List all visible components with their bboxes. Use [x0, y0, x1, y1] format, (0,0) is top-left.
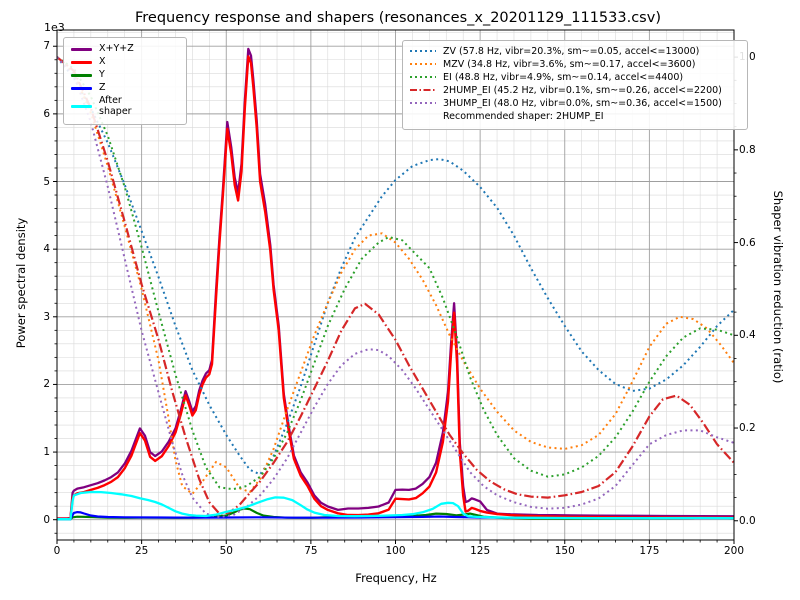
legend-item-ei: EI (48.8 Hz, vibr=4.9%, sm~=0.14, accel<…: [410, 71, 740, 84]
x-tick-label: 175: [639, 545, 660, 557]
legend-line-sample: [410, 88, 436, 91]
legend-item-label: X: [99, 55, 106, 67]
series-after-shaper: [57, 490, 734, 521]
x-tick-label: 200: [723, 545, 745, 557]
legend-item-x: X: [71, 55, 179, 68]
legend-item-label: MZV (34.8 Hz, vibr=3.6%, sm~=0.17, accel…: [443, 58, 696, 70]
x-axis-label: Frequency, Hz: [355, 571, 437, 585]
legend-item-3hump_ei: 3HUMP_EI (48.0 Hz, vibr=0.0%, sm~=0.36, …: [410, 97, 740, 110]
y-right-tick-label: 0.0: [739, 514, 756, 527]
legend-marker: [410, 86, 436, 97]
y-right-tick-label: 0.6: [739, 236, 756, 249]
x-tick-label: 25: [134, 545, 149, 557]
y-axis-right-label: Shaper vibration reduction (ratio): [771, 190, 785, 384]
legend-item-label: ZV (57.8 Hz, vibr=20.3%, sm~=0.05, accel…: [443, 46, 700, 57]
legend-marker: [410, 99, 436, 110]
y-right-tick-label: 0.8: [739, 143, 756, 156]
legend-item-label: Z: [99, 81, 106, 93]
legend-line-sample: [71, 73, 92, 77]
legend-item-label: EI (48.8 Hz, vibr=4.9%, sm~=0.14, accel<…: [443, 71, 684, 83]
chart-title: Frequency response and shapers (resonanc…: [135, 10, 661, 26]
legend-line-sample: [410, 75, 436, 78]
legend-recommended-shaper: Recommended shaper: 2HUMP_EI: [443, 110, 604, 122]
legend-line-sample: [71, 47, 92, 51]
legend-item-mzv: MZV (34.8 Hz, vibr=3.6%, sm~=0.17, accel…: [410, 58, 740, 71]
legend-item-z: Z: [71, 81, 179, 94]
y-left-tick-label: 6: [43, 107, 50, 120]
x-tick-label: 0: [53, 545, 61, 557]
legend-line-sample: [71, 60, 92, 64]
legend-line-sample: [410, 62, 436, 65]
x-tick-label: 75: [304, 545, 318, 557]
legend-item-zv: ZV (57.8 Hz, vibr=20.3%, sm~=0.05, accel…: [410, 46, 740, 58]
legend-item-after-shaper: After shaper: [71, 94, 179, 118]
y-left-tick-label: 2: [43, 378, 50, 391]
y-left-tick-label: 7: [43, 40, 50, 53]
x-tick-label: 100: [385, 545, 406, 557]
y-left-tick-label: 3: [43, 310, 50, 323]
legend-item-y: Y: [71, 68, 179, 81]
legend-line-sample: [71, 105, 92, 109]
x-tick-label: 125: [470, 545, 491, 557]
y-left-tick-label: 0: [43, 513, 50, 526]
legend-item-2hump_ei: 2HUMP_EI (45.2 Hz, vibr=0.1%, sm~=0.26, …: [410, 84, 740, 97]
legend-line-sample: [410, 101, 436, 104]
y-axis-offset-text: 1e3: [44, 21, 65, 34]
series-zv: [57, 56, 734, 476]
legend-item-x+y+z: X+Y+Z: [71, 43, 179, 55]
x-tick-label: 150: [554, 545, 575, 557]
y-left-tick-label: 5: [43, 175, 50, 188]
legend-item-label: 2HUMP_EI (45.2 Hz, vibr=0.1%, sm~=0.26, …: [443, 84, 722, 96]
legend-item-label: After shaper: [99, 94, 132, 117]
legend-line-sample: [71, 86, 92, 90]
legend-marker: [410, 73, 436, 84]
series-x: [57, 55, 734, 520]
y-right-tick-label: 0.2: [739, 422, 756, 435]
y-left-tick-label: 4: [43, 243, 50, 256]
legend-item-label: Y: [99, 68, 105, 80]
legend-marker: [410, 60, 436, 71]
y-left-tick-label: 1: [43, 446, 50, 459]
legend-item-label: X+Y+Z: [99, 43, 134, 54]
series-ei: [57, 56, 734, 491]
x-tick-label: 50: [219, 545, 233, 557]
legend-item-label: 3HUMP_EI (48.0 Hz, vibr=0.0%, sm~=0.36, …: [443, 97, 722, 109]
y-right-tick-label: 0.4: [739, 329, 756, 342]
legend-line-sample: [410, 50, 436, 52]
legend-marker: [410, 47, 436, 58]
legend-shapers: ZV (57.8 Hz, vibr=20.3%, sm~=0.05, accel…: [402, 40, 748, 130]
y-axis-left-label: Power spectral density: [14, 217, 28, 349]
series-2hump_ei: [57, 56, 734, 515]
legend-psd: X+Y+Z X Y Z After shaper: [63, 37, 187, 125]
